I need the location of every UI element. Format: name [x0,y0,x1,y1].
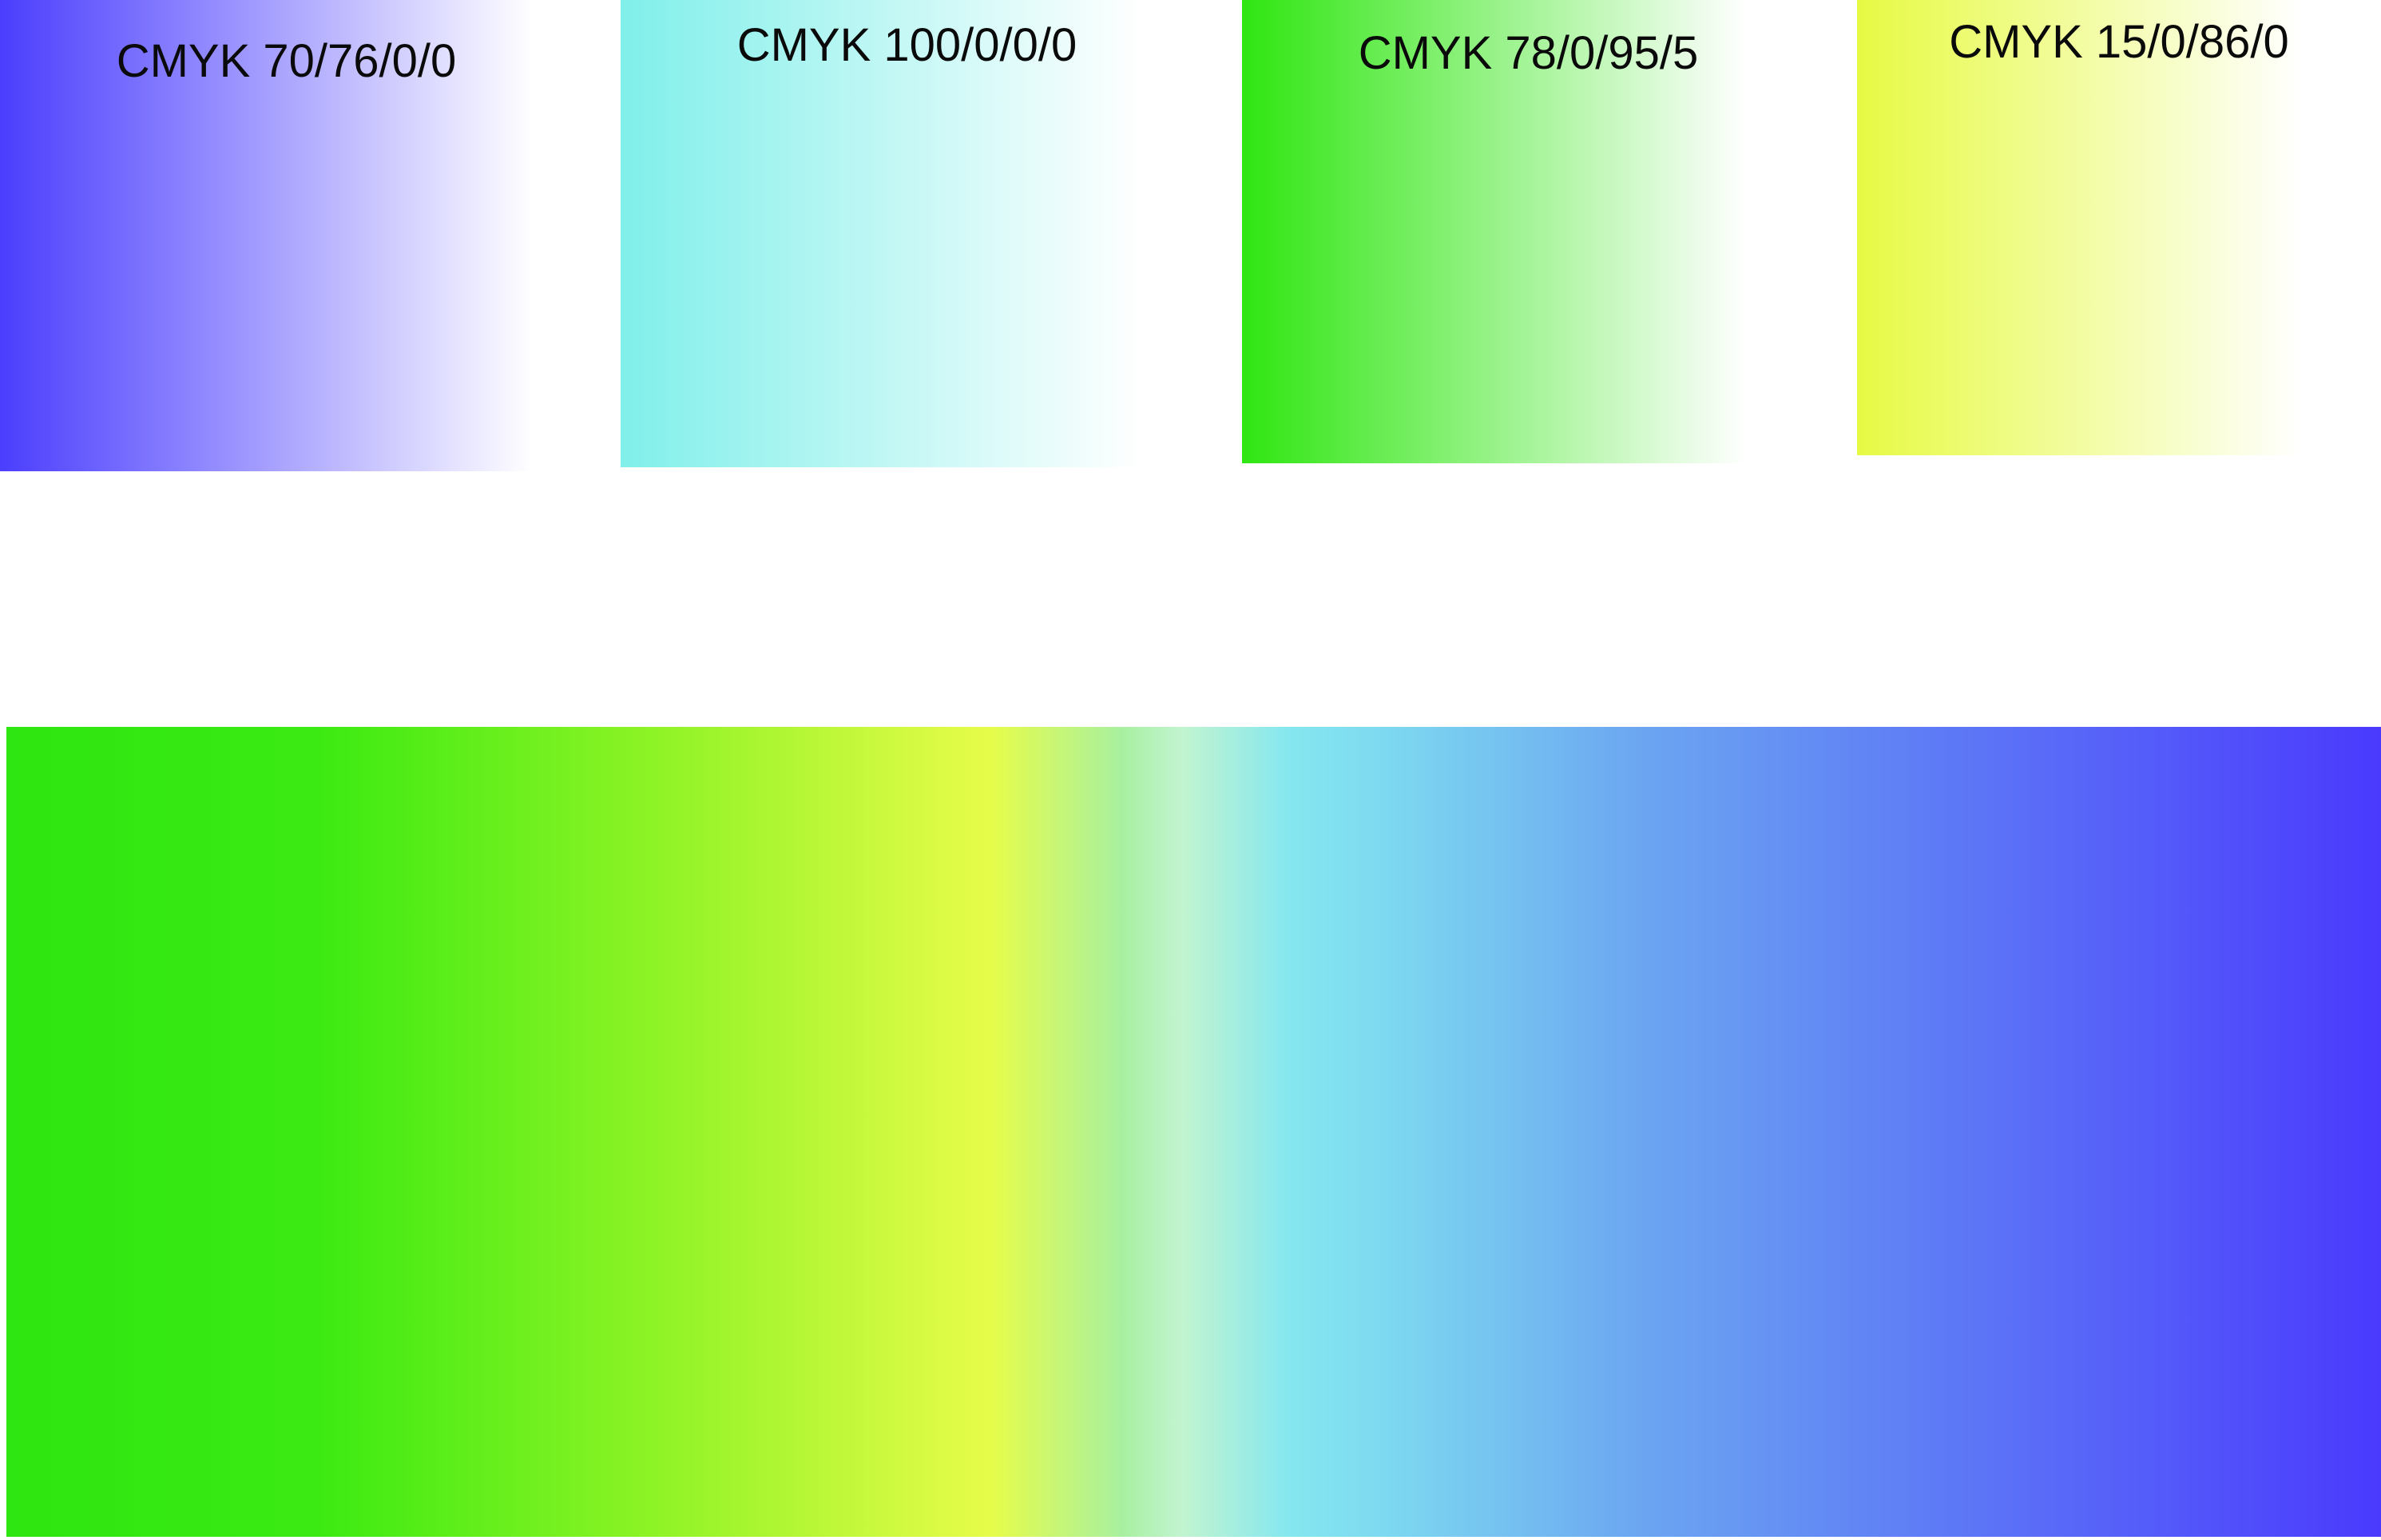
swatch-cmyk-70-76-0-0: CMYK 70/76/0/0 [0,0,573,471]
swatch-cmyk-100-0-0-0: CMYK 100/0/0/0 [621,0,1193,467]
swatch-label-cmyk-70-76-0-0: CMYK 70/76/0/0 [116,35,457,87]
swatch-label-cmyk-15-0-86-0: CMYK 15/0/86/0 [1949,16,2289,68]
swatch-cmyk-15-0-86-0: CMYK 15/0/86/0 [1857,0,2381,455]
swatch-label-cmyk-78-0-95-5: CMYK 78/0/95/5 [1358,27,1699,79]
swatch-cmyk-78-0-95-5: CMYK 78/0/95/5 [1242,0,1815,463]
swatch-label-cmyk-100-0-0-0: CMYK 100/0/0/0 [736,19,1077,71]
multicolor-gradient-bar [6,727,2381,1537]
